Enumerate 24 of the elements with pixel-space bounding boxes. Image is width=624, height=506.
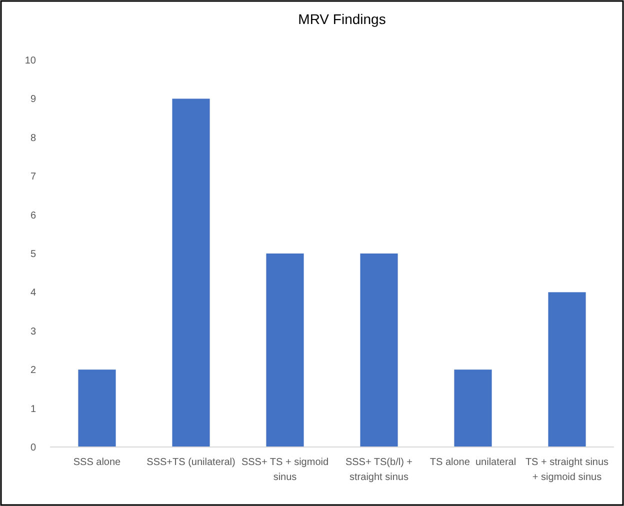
x-tick-label: TS + straight sinus + sigmoid sinus	[525, 457, 609, 483]
y-tick-label: 10	[24, 56, 36, 66]
bar	[172, 98, 210, 447]
y-tick-label: 0	[30, 442, 36, 454]
bar	[266, 254, 304, 447]
y-tick-label: 5	[30, 249, 36, 260]
x-tick-label: TS alone unilateral	[430, 457, 516, 468]
x-tick-label: SSS alone	[73, 457, 122, 468]
y-tick-label: 2	[30, 365, 36, 376]
y-tick-label: 1	[30, 404, 36, 415]
y-tick-label: 3	[30, 326, 36, 338]
bar	[78, 370, 116, 447]
chart-title: MRV Findings	[298, 11, 386, 27]
x-tick-label: SSS+TS (unilateral)	[146, 457, 236, 468]
bar	[360, 254, 398, 447]
x-tick-label: SSS+ TS + sigmoid sinus	[241, 457, 329, 483]
bar	[454, 370, 492, 447]
y-tick-label: 8	[30, 132, 36, 144]
y-tick-label: 4	[30, 288, 36, 299]
x-tick-label: SSS+ TS(b/l) + straight sinus	[345, 457, 413, 483]
y-tick-label: 9	[30, 94, 36, 106]
y-tick-label: 7	[30, 172, 36, 183]
y-tick-label: 6	[30, 210, 36, 222]
bar	[548, 292, 586, 447]
